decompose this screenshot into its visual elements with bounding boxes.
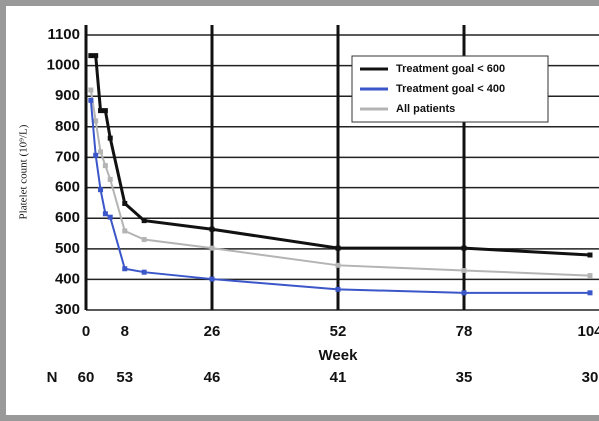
point [107, 176, 113, 182]
point [335, 286, 341, 292]
point [98, 149, 104, 155]
x-tick-label: 104 [577, 323, 599, 340]
x-tick-label: 0 [82, 323, 90, 340]
point [102, 108, 108, 114]
y-tick-label: 300 [55, 301, 80, 318]
point [93, 152, 99, 158]
n-at-risk: 53 [116, 369, 133, 386]
point [141, 237, 147, 243]
point [587, 252, 593, 258]
point [122, 200, 128, 206]
point [209, 226, 215, 232]
point [335, 262, 341, 268]
point [461, 267, 467, 273]
point [88, 87, 94, 93]
point [107, 135, 113, 141]
y-tick-label: 900 [55, 87, 80, 104]
point [93, 53, 99, 59]
point [461, 245, 467, 251]
y-tick-label: 500 [55, 240, 80, 257]
point [461, 290, 467, 296]
x-tick-label: 78 [456, 323, 473, 340]
y-tick-label: 1100 [47, 26, 80, 43]
point [88, 97, 94, 103]
n-at-risk: 60 [78, 369, 95, 386]
point [93, 118, 99, 124]
y-axis-label: Platelet count (10⁹/L) [18, 124, 30, 219]
point [122, 266, 128, 272]
y-tick-label: 600 [55, 179, 80, 196]
n-at-risk: 30 [582, 369, 599, 386]
point [102, 211, 108, 217]
point [587, 290, 593, 296]
point [88, 53, 94, 59]
point [98, 108, 104, 114]
n-at-risk: 35 [456, 369, 473, 386]
point [122, 228, 128, 234]
point [102, 163, 108, 169]
y-tick-label: 1000 [47, 57, 80, 74]
y-tick-label: 700 [55, 148, 80, 165]
point [335, 245, 341, 251]
point [98, 187, 104, 193]
n-at-risk: 46 [204, 369, 221, 386]
x-tick-label: 8 [121, 323, 129, 340]
legend-box [351, 55, 549, 123]
x-axis-label: Week [319, 347, 359, 364]
n-at-risk: 41 [330, 369, 347, 386]
point [141, 218, 147, 224]
point [209, 245, 215, 251]
point [107, 214, 113, 220]
legend-label: Treatment goal < 400 [396, 83, 505, 95]
n-at-risk-label: N [47, 369, 58, 386]
legend-label: All patients [396, 103, 455, 115]
point [209, 276, 215, 282]
legend-label: Treatment goal < 600 [396, 63, 505, 75]
x-tick-label: 52 [330, 323, 347, 340]
point [141, 269, 147, 275]
point [587, 273, 593, 279]
x-tick-label: 26 [204, 323, 221, 340]
y-tick-label: 600 [55, 209, 80, 226]
y-tick-label: 800 [55, 118, 80, 135]
y-tick-label: 400 [55, 270, 80, 287]
